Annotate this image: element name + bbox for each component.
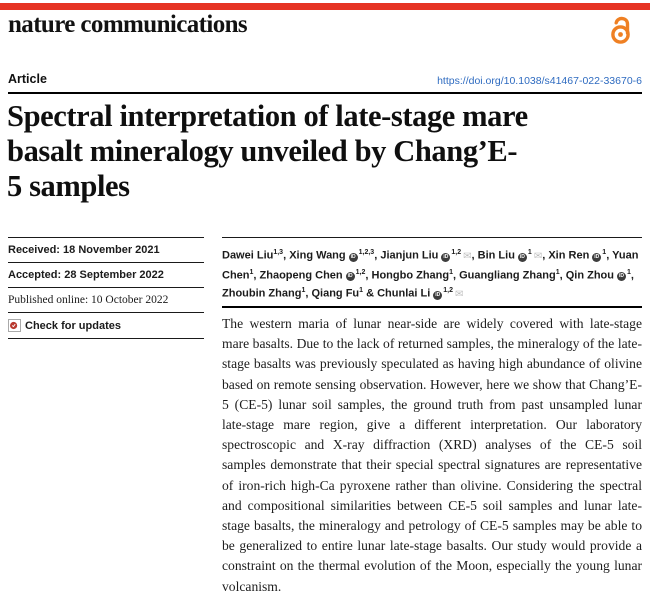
- orcid-icon[interactable]: iD: [616, 272, 626, 282]
- email-icon[interactable]: ✉: [463, 250, 472, 262]
- journal-logo: nature communications: [8, 11, 248, 38]
- author-name: Jianjun Liu: [380, 249, 439, 262]
- orcid-icon[interactable]: iD: [592, 252, 602, 262]
- author-name: Xin Ren: [548, 249, 590, 262]
- page-title: Spectral interpretation of late-stage ma…: [7, 99, 637, 204]
- title-line-3: 5 samples: [7, 169, 130, 203]
- author-name: Zhaopeng Chen: [259, 269, 343, 282]
- author-name: Qin Zhou: [565, 269, 614, 282]
- accepted-date: Accepted: 28 September 2022: [8, 262, 204, 287]
- author-name: Zhoubin Zhang: [222, 287, 302, 300]
- author-name: Dawei Liu: [222, 249, 274, 262]
- doi-link[interactable]: https://doi.org/10.1038/s41467-022-33670…: [437, 75, 642, 87]
- header-rule: [8, 92, 642, 94]
- author-name: Guangliang Zhang: [459, 269, 556, 282]
- published-date: Published online: 10 October 2022: [8, 287, 204, 312]
- author-name: Bin Liu: [477, 249, 515, 262]
- open-access-icon: [611, 16, 630, 44]
- author-name: Chunlai Li: [377, 287, 431, 300]
- author-separator: ,: [559, 269, 566, 282]
- author-separator: ,: [542, 249, 549, 262]
- author-list: Dawei Liu1,3, Xing Wang iD1,2,3, Jianjun …: [222, 237, 642, 306]
- author-separator: ,: [374, 249, 381, 262]
- author-superscript: 1: [555, 268, 560, 276]
- author-superscript: 1,2: [443, 287, 454, 295]
- abstract-rule: [222, 306, 642, 308]
- author-name: Qiang Fu: [311, 287, 360, 300]
- article-dates-sidebar: Received: 18 November 2021 Accepted: 28 …: [8, 237, 204, 339]
- author-superscript: 1: [301, 287, 306, 295]
- orcid-icon[interactable]: iD: [441, 252, 451, 262]
- author-superscript: 1,2: [355, 268, 366, 276]
- author-superscript: 1,3: [273, 249, 284, 256]
- author-separator: ,: [305, 287, 312, 300]
- title-line-1: Spectral interpretation of late-stage ma…: [7, 99, 528, 133]
- author-superscript: 1: [449, 268, 453, 276]
- author-separator: ,: [253, 269, 260, 282]
- author-name: Xing Wang: [289, 249, 346, 262]
- author-name: Hongbo Zhang: [371, 269, 450, 282]
- author-separator: ,: [606, 249, 613, 262]
- author-separator: ,: [471, 249, 478, 262]
- author-superscript: 1,2: [451, 249, 462, 256]
- author-superscript: 1: [626, 268, 631, 276]
- check-for-updates-label: Check for updates: [25, 319, 121, 332]
- author-separator: &: [363, 287, 378, 300]
- main-column: Dawei Liu1,3, Xing Wang iD1,2,3, Jianjun …: [222, 237, 642, 597]
- crossmark-icon: [8, 319, 21, 332]
- author-superscript: 1,2,3: [358, 249, 375, 256]
- author-superscript: 1: [527, 249, 532, 256]
- author-superscript: 1: [249, 268, 254, 276]
- orcid-icon[interactable]: iD: [345, 272, 355, 282]
- article-type-label: Article: [8, 72, 47, 86]
- orcid-icon[interactable]: iD: [433, 290, 443, 300]
- author-separator: ,: [630, 269, 634, 282]
- orcid-icon[interactable]: iD: [348, 252, 358, 262]
- check-for-updates[interactable]: Check for updates: [8, 312, 204, 339]
- author-superscript: 1: [602, 249, 607, 256]
- abstract-text: The western maria of lunar near-side are…: [222, 316, 642, 594]
- title-line-2: basalt mineralogy unveiled by Chang’E-: [7, 134, 518, 168]
- orcid-icon[interactable]: iD: [517, 252, 527, 262]
- received-date: Received: 18 November 2021: [8, 237, 204, 262]
- email-icon[interactable]: ✉: [455, 288, 464, 300]
- email-icon[interactable]: ✉: [533, 250, 543, 262]
- author-separator: ,: [365, 269, 372, 282]
- author-separator: ,: [283, 249, 290, 262]
- journal-brand-bar: [0, 3, 650, 10]
- author-name: Yuan Chen: [222, 249, 639, 282]
- author-separator: ,: [453, 269, 460, 282]
- author-superscript: 1: [359, 287, 364, 295]
